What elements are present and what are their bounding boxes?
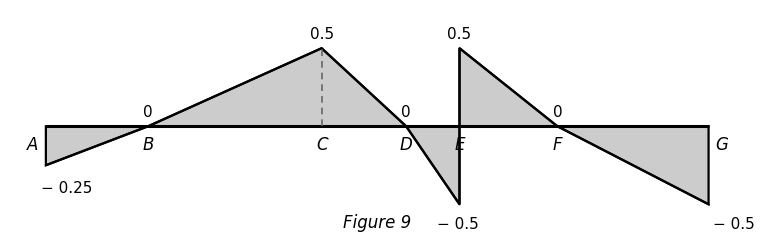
Text: D: D: [400, 136, 412, 154]
Text: 0: 0: [402, 105, 411, 120]
Text: Figure 9: Figure 9: [343, 214, 412, 232]
Text: 0.5: 0.5: [448, 27, 472, 42]
Polygon shape: [558, 126, 709, 204]
Text: G: G: [716, 136, 729, 154]
Text: E: E: [454, 136, 465, 154]
Text: A: A: [28, 136, 38, 154]
Polygon shape: [46, 126, 148, 165]
Polygon shape: [148, 48, 406, 126]
Text: 0: 0: [144, 105, 153, 120]
Text: 0.5: 0.5: [310, 27, 333, 42]
Text: − 0.25: − 0.25: [41, 181, 93, 196]
Text: F: F: [552, 136, 562, 154]
Text: C: C: [316, 136, 327, 154]
Polygon shape: [459, 48, 558, 126]
Text: 0: 0: [552, 105, 562, 120]
Text: − 0.5: − 0.5: [713, 217, 755, 232]
Polygon shape: [406, 126, 459, 204]
Text: − 0.5: − 0.5: [437, 217, 479, 232]
Text: B: B: [143, 136, 154, 154]
